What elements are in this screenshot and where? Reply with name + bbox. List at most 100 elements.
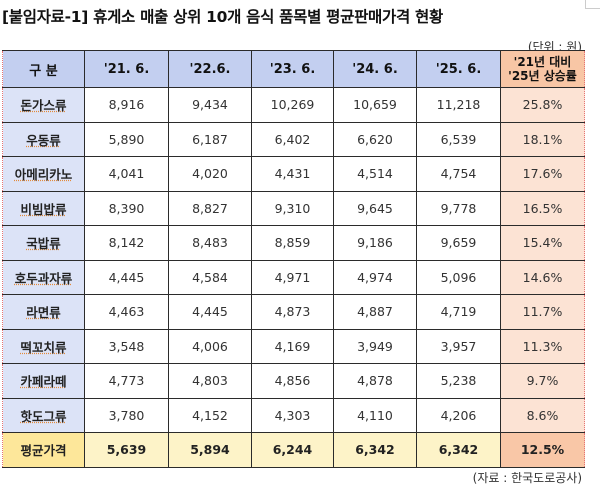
- cell-growth-rate: 11.7%: [500, 294, 585, 330]
- cell-2023: 9,310: [251, 190, 334, 226]
- source-note: (자료 : 한국도로공사): [472, 471, 582, 485]
- cell-2023: 4,169: [251, 328, 334, 364]
- cell-2021: 3,780: [84, 397, 169, 433]
- cell-2023: 10,269: [251, 87, 334, 123]
- cell-2021: 3,548: [84, 328, 169, 364]
- cell-2021: 8,390: [84, 190, 169, 226]
- cell-growth-rate: 9.7%: [500, 363, 585, 399]
- cell-2024: 4,514: [333, 156, 417, 192]
- cell-2024: 4,110: [333, 397, 417, 433]
- cell-growth-rate: 15.4%: [500, 225, 585, 261]
- cell-2023: 4,856: [251, 363, 334, 399]
- header-2023: '23. 6.: [251, 50, 334, 88]
- row-label: 라면류: [2, 294, 85, 330]
- cell-2022: 4,445: [168, 294, 252, 330]
- table-row: 호두과자류 4,445 4,584 4,971 4,974 5,096 14.6%: [2, 259, 585, 295]
- table-row: 국밥류 8,142 8,483 8,859 9,186 9,659 15.4%: [2, 225, 585, 261]
- cell-2022: 4,803: [168, 363, 252, 399]
- cell-2021: 8,916: [84, 87, 169, 123]
- row-label: 떡꼬치류: [2, 328, 85, 364]
- cell-2023: 6,402: [251, 121, 334, 157]
- cell-growth-rate: 8.6%: [500, 397, 585, 433]
- cell-2021: 4,773: [84, 363, 169, 399]
- cell-growth-rate: 11.3%: [500, 328, 585, 364]
- cell-2025: 4,719: [416, 294, 501, 330]
- cell-2025: 5,238: [416, 363, 501, 399]
- row-label: 비빔밥류: [2, 190, 85, 226]
- cell-growth-rate: 12.5%: [500, 432, 585, 468]
- row-label-text: 핫도그류: [20, 408, 67, 424]
- row-label-text: 아메리카노: [14, 167, 73, 183]
- cell-2024: 4,887: [333, 294, 417, 330]
- cell-growth-rate: 18.1%: [500, 121, 585, 157]
- cell-2025: 6,342: [416, 432, 501, 468]
- average-row: 평균가격 5,639 5,894 6,244 6,342 6,342 12.5%: [2, 432, 585, 468]
- header-growth-line1: '21년 대비: [513, 55, 572, 69]
- cell-2025: 5,096: [416, 259, 501, 295]
- cell-2023: 4,971: [251, 259, 334, 295]
- row-label: 우동류: [2, 121, 85, 157]
- cell-2022: 9,434: [168, 87, 252, 123]
- row-label: 평균가격: [2, 432, 85, 468]
- price-table: 구 분 '21. 6. '22.6. '23. 6. '24. 6. '25. …: [2, 50, 585, 468]
- row-label-text: 국밥류: [26, 236, 61, 252]
- cell-2024: 6,620: [333, 121, 417, 157]
- row-label: 아메리카노: [2, 156, 85, 192]
- cell-growth-rate: 14.6%: [500, 259, 585, 295]
- cell-2024: 10,659: [333, 87, 417, 123]
- window-corner: [585, 0, 600, 9]
- cell-2022: 4,152: [168, 397, 252, 433]
- row-label-text: 비빔밥류: [20, 201, 67, 217]
- cell-2022: 4,020: [168, 156, 252, 192]
- cell-2023: 4,873: [251, 294, 334, 330]
- table-row: 아메리카노 4,041 4,020 4,431 4,514 4,754 17.6%: [2, 156, 585, 192]
- row-label: 돈가스류: [2, 87, 85, 123]
- table-row: 돈가스류 8,916 9,434 10,269 10,659 11,218 25.8%: [2, 87, 585, 123]
- cell-2024: 9,645: [333, 190, 417, 226]
- table-row: 라면류 4,463 4,445 4,873 4,887 4,719 11.7%: [2, 294, 585, 330]
- cell-2022: 6,187: [168, 121, 252, 157]
- cell-2021: 4,445: [84, 259, 169, 295]
- cell-2025: 3,957: [416, 328, 501, 364]
- header-2021: '21. 6.: [84, 50, 169, 88]
- cell-2025: 4,754: [416, 156, 501, 192]
- cell-growth-rate: 16.5%: [500, 190, 585, 226]
- cell-2023: 6,244: [251, 432, 334, 468]
- cell-2021: 4,041: [84, 156, 169, 192]
- table-row: 떡꼬치류 3,548 4,006 4,169 3,949 3,957 11.3%: [2, 328, 585, 364]
- header-2024: '24. 6.: [333, 50, 417, 88]
- row-label-text: 떡꼬치류: [20, 339, 67, 355]
- row-label-text: 돈가스류: [20, 98, 67, 114]
- table-row: 핫도그류 3,780 4,152 4,303 4,110 4,206 8.6%: [2, 397, 585, 433]
- cell-2024: 3,949: [333, 328, 417, 364]
- row-label-text: 카페라떼: [20, 374, 67, 390]
- cell-2022: 4,006: [168, 328, 252, 364]
- cell-2021: 4,463: [84, 294, 169, 330]
- cell-2021: 8,142: [84, 225, 169, 261]
- header-2022: '22.6.: [168, 50, 252, 88]
- header-row: 구 분 '21. 6. '22.6. '23. 6. '24. 6. '25. …: [2, 50, 585, 88]
- row-label: 카페라떼: [2, 363, 85, 399]
- row-label: 호두과자류: [2, 259, 85, 295]
- cell-growth-rate: 25.8%: [500, 87, 585, 123]
- cell-2023: 4,303: [251, 397, 334, 433]
- header-2025: '25. 6.: [416, 50, 501, 88]
- table-row: 비빔밥류 8,390 8,827 9,310 9,645 9,778 16.5%: [2, 190, 585, 226]
- header-category: 구 분: [2, 50, 85, 88]
- cell-2024: 4,878: [333, 363, 417, 399]
- cell-2022: 8,827: [168, 190, 252, 226]
- header-growth-line2: '25년 상승률: [508, 69, 577, 83]
- row-label: 국밥류: [2, 225, 85, 261]
- cell-2023: 8,859: [251, 225, 334, 261]
- cell-growth-rate: 17.6%: [500, 156, 585, 192]
- cell-2022: 4,584: [168, 259, 252, 295]
- cell-2022: 5,894: [168, 432, 252, 468]
- table-row: 카페라떼 4,773 4,803 4,856 4,878 5,238 9.7%: [2, 363, 585, 399]
- cell-2021: 5,639: [84, 432, 169, 468]
- cell-2023: 4,431: [251, 156, 334, 192]
- cell-2025: 9,659: [416, 225, 501, 261]
- cell-2022: 8,483: [168, 225, 252, 261]
- cell-2025: 9,778: [416, 190, 501, 226]
- row-label-text: 호두과자류: [14, 270, 73, 286]
- cell-2024: 6,342: [333, 432, 417, 468]
